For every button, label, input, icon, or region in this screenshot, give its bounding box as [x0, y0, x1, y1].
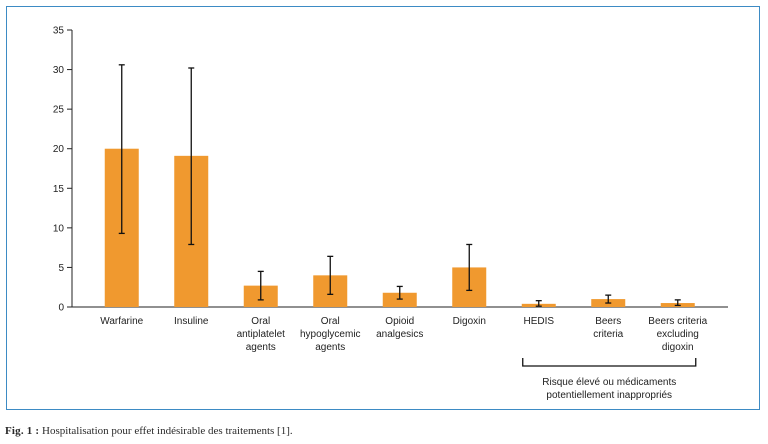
- category-label: Opioid analgesics: [376, 316, 423, 340]
- category-label: Digoxin: [453, 316, 486, 327]
- y-tick-label: 15: [53, 184, 65, 195]
- category-label: Warfarine: [100, 316, 143, 327]
- category-label: Oral antiplatelet agents: [237, 316, 286, 353]
- bar: [382, 292, 417, 307]
- y-tick-label: 25: [53, 105, 65, 116]
- category-label: Oral hypoglycemic agents: [300, 316, 361, 353]
- group-bracket: [522, 358, 697, 367]
- y-tick-label: 20: [53, 144, 65, 155]
- y-tick-label: 30: [53, 65, 65, 76]
- category-label: HEDIS: [523, 316, 554, 327]
- caption-label: Fig. 1 :: [5, 425, 40, 437]
- group-bracket-label: Risque élevé ou médicaments potentielleme…: [542, 377, 676, 401]
- category-label: Insuline: [174, 316, 209, 327]
- category-label: Beers criteria excluding digoxin: [648, 316, 707, 353]
- y-tick-label: 0: [58, 303, 64, 314]
- category-label: Beers criteria: [593, 316, 623, 340]
- y-tick-label: 10: [53, 223, 65, 234]
- y-tick-label: 5: [58, 263, 64, 274]
- figure-caption: Fig. 1 : Hospitalisation pour effet indé…: [5, 425, 293, 437]
- y-tick-label: 35: [53, 26, 65, 37]
- caption-text: Hospitalisation pour effet indésirable d…: [42, 425, 293, 437]
